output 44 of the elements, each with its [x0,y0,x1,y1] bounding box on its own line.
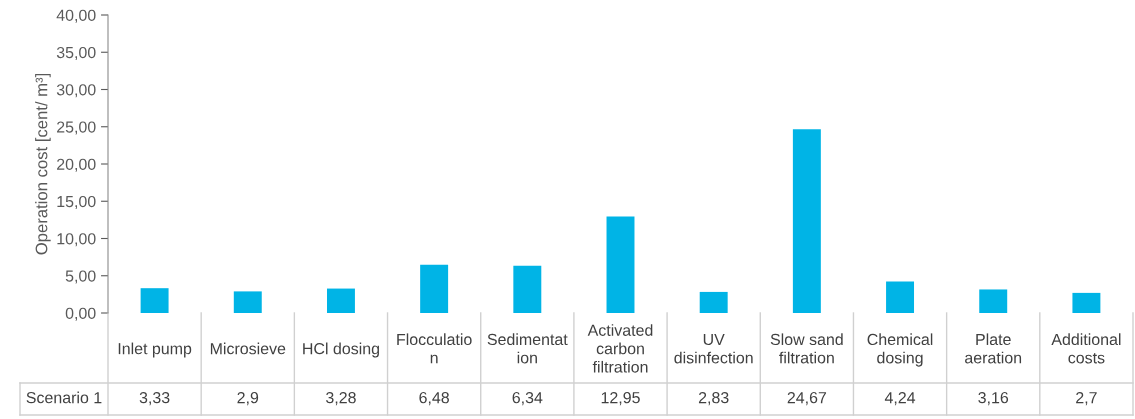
data-label: 4,24 [884,391,916,406]
y-tick-label: 15,00 [57,195,96,210]
data-label: 6,48 [419,391,449,406]
data-label: 2,9 [237,391,259,406]
text: Scenario 1 [26,391,102,404]
x-tick-label: Chemical dosing [867,333,933,367]
bar [886,281,915,313]
bar [140,288,169,313]
bar [979,289,1008,313]
data-label: 3,33 [139,391,170,406]
x-tick-label: Plate aeration [965,333,1022,364]
bar [792,129,821,313]
x-tick-label: HCl dosing [303,342,379,358]
bar [420,264,449,313]
x-tick-label: Microsieve [210,342,286,355]
y-tick-label: 40,00 [56,9,96,23]
y-axis-title: Operation cost [cent/ m³] [35,73,51,255]
x-tick-label: UV disinfection [674,333,753,364]
y-tick-label: 30,00 [56,84,96,98]
x-tick-label: Flocculatio n [397,333,472,364]
y-tick-label: 35,00 [56,46,96,61]
x-tick-label: Additional costs [1051,333,1121,364]
bar [606,216,635,313]
x-tick-label: Slow sand filtration [770,333,843,364]
x-tick-label: Sedimentat ion [487,333,568,364]
x-tick-label: Inlet pump [118,342,192,358]
bar [513,265,542,313]
data-label: 2,7 [1076,391,1097,406]
data-label: 3,28 [326,391,356,406]
bar [1072,292,1101,313]
data-label: 6,34 [512,391,543,406]
y-tick-label: 0,00 [65,307,96,321]
data-label: 2,83 [698,391,729,406]
x-tick-label: Activated carbon filtration [587,324,653,373]
data-label: 3,16 [978,391,1009,406]
y-tick-label: 5,00 [65,270,96,284]
y-tick-label: 10,00 [57,233,96,247]
bar [326,288,355,313]
data-label: 24,67 [787,391,827,406]
bar [233,291,262,313]
y-tick-label: 25,00 [57,121,96,135]
bar [699,291,728,313]
data-label: 12,95 [601,391,640,406]
y-tick-label: 20,00 [57,158,96,172]
